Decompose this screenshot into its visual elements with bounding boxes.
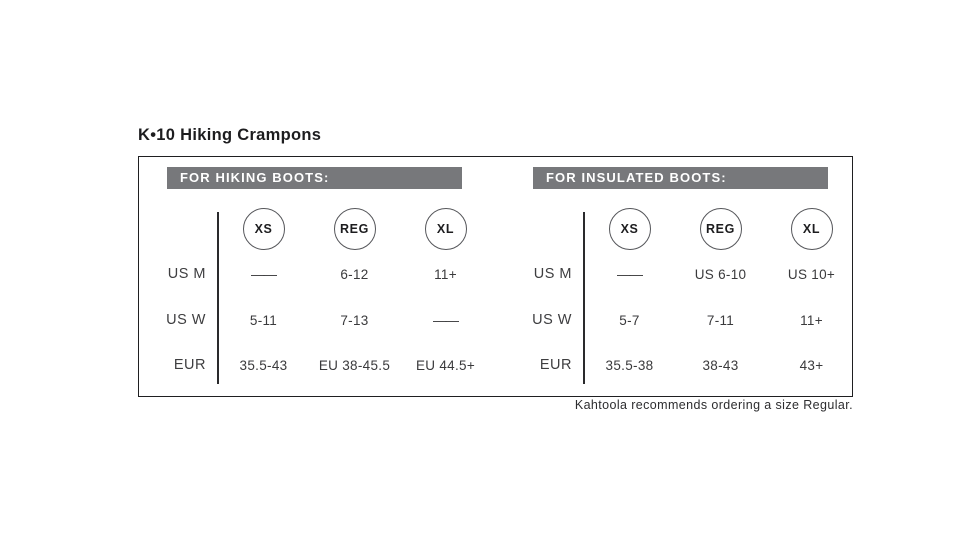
corner-spacer (139, 207, 218, 251)
size-cell: 7-11 (706, 312, 735, 328)
size-cell: 38-43 (702, 357, 739, 373)
row-label-us-w: US W (166, 312, 206, 328)
size-cell: 6-12 (340, 266, 369, 282)
size-cell: 35.5-43 (239, 357, 288, 373)
size-cell: 35.5-38 (605, 357, 654, 373)
size-cell: 11+ (800, 312, 823, 328)
size-cell: 5-11 (249, 312, 278, 328)
size-cell: —— (617, 266, 643, 282)
size-cell: US 10+ (787, 266, 836, 282)
size-chart-box: FOR HIKING BOOTS: FOR INSULATED BOOTS: X… (138, 156, 853, 397)
size-cell: 5-7 (619, 312, 640, 328)
size-recommendation-note: Kahtoola recommends ordering a size Regu… (574, 398, 853, 412)
size-badge-xs: XS (242, 208, 285, 250)
hiking-table-divider (217, 212, 219, 384)
size-badge-reg: REG (699, 208, 742, 250)
row-label-us-w: US W (532, 312, 572, 328)
size-badge-xl: XL (424, 208, 467, 250)
insulated-table-divider (583, 212, 585, 384)
size-cell: EU 44.5+ (415, 357, 476, 373)
size-cell: US 6-10 (694, 266, 747, 282)
page-title: K•10 Hiking Crampons (138, 126, 322, 144)
row-label-eur: EUR (539, 357, 572, 373)
size-cell: —— (433, 312, 459, 328)
size-badge-xl: XL (790, 208, 833, 250)
hiking-boots-header: FOR HIKING BOOTS: (167, 167, 462, 189)
row-label-us-m: US M (167, 266, 206, 282)
size-cell: EU 38-45.5 (318, 357, 391, 373)
size-badge-xs: XS (608, 208, 651, 250)
insulated-boots-header: FOR INSULATED BOOTS: (533, 167, 828, 189)
hiking-boots-table: XS REG XL US M —— 6-12 11+ US W 5-11 7-1… (139, 207, 491, 387)
size-badge-reg: REG (333, 208, 376, 250)
corner-spacer (505, 207, 584, 251)
row-label-eur: EUR (173, 357, 206, 373)
size-cell: 43+ (799, 357, 824, 373)
size-cell: 7-13 (340, 312, 369, 328)
row-label-us-m: US M (533, 266, 572, 282)
size-cell: 11+ (434, 266, 457, 282)
size-cell: —— (251, 266, 277, 282)
insulated-boots-table: XS REG XL US M —— US 6-10 US 10+ US W 5-… (505, 207, 857, 387)
